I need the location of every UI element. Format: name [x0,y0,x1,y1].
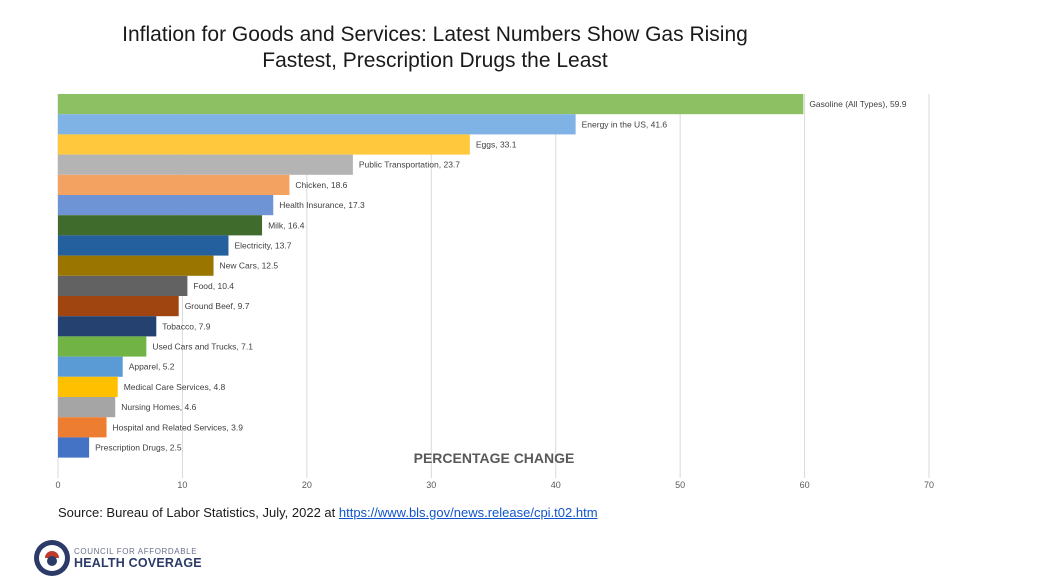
data-label: Chicken, 18.6 [295,180,347,190]
source-text: Source: Bureau of Labor Statistics, July… [58,505,339,520]
bar-chart: Gasoline (All Types), 59.9 Energy in the … [55,94,934,490]
bar [58,235,229,256]
source-note: Source: Bureau of Labor Statistics, July… [58,505,598,520]
logo-text-line-2: HEALTH COVERAGE [74,556,202,570]
data-label: Public Transportation, 23.7 [359,160,460,170]
data-label: Used Cars and Trucks, 7.1 [152,342,253,352]
bar [58,376,118,397]
logo-emblem-icon [34,540,70,576]
data-label: Nursing Homes, 4.6 [121,402,196,412]
data-label: New Cars, 12.5 [220,261,279,271]
data-label: Energy in the US, 41.6 [582,119,668,129]
organization-logo: COUNCIL FOR AFFORDABLE HEALTH COVERAGE [32,538,212,580]
chart-title: Inflation for Goods and Services: Latest… [60,22,810,74]
bar [58,397,116,418]
x-tick-label: 50 [675,480,685,490]
data-label: Gasoline (All Types), 59.9 [809,99,906,109]
bar [58,114,576,135]
x-tick-label: 30 [426,480,436,490]
data-label: Electricity, 13.7 [234,241,291,251]
data-labels: Gasoline (All Types), 59.9 Energy in the … [95,99,907,452]
chart-title-line-2: Fastest, Prescription Drugs the Least [262,49,608,72]
data-label: Eggs, 33.1 [476,140,517,150]
bar [58,94,804,115]
x-tick-label: 20 [302,480,312,490]
bar [58,275,188,296]
bar [58,215,263,236]
chart-title-line-1: Inflation for Goods and Services: Latest… [122,23,748,46]
data-label: Prescription Drugs, 2.5 [95,443,182,453]
bar [58,174,290,195]
x-axis-ticks: 0 10 20 30 40 50 60 70 [55,480,934,490]
bar [58,336,147,357]
source-link[interactable]: https://www.bls.gov/news.release/cpi.t02… [338,505,598,520]
data-label: Health Insurance, 17.3 [279,200,365,210]
x-tick-label: 60 [800,480,810,490]
bar [58,195,274,216]
bar [58,134,470,155]
bar [58,356,123,377]
data-label: Medical Care Services, 4.8 [124,382,226,392]
data-label: Milk, 16.4 [268,220,305,230]
bar [58,255,214,276]
bar [58,417,107,438]
bars [58,94,804,458]
data-label: Ground Beef, 9.7 [185,301,250,311]
x-tick-label: 0 [55,480,60,490]
bar [58,154,353,175]
logo-text-line-1: COUNCIL FOR AFFORDABLE [74,547,198,556]
bar [58,316,157,337]
x-tick-label: 10 [177,480,187,490]
data-label: Food, 10.4 [193,281,234,291]
data-label: Tobacco, 7.9 [162,321,210,331]
x-tick-label: 40 [551,480,561,490]
x-axis-label: PERCENTAGE CHANGE [414,450,575,466]
x-tick-label: 70 [924,480,934,490]
bar [58,437,90,458]
data-label: Hospital and Related Services, 3.9 [113,422,244,432]
data-label: Apparel, 5.2 [129,362,175,372]
bar [58,296,179,317]
